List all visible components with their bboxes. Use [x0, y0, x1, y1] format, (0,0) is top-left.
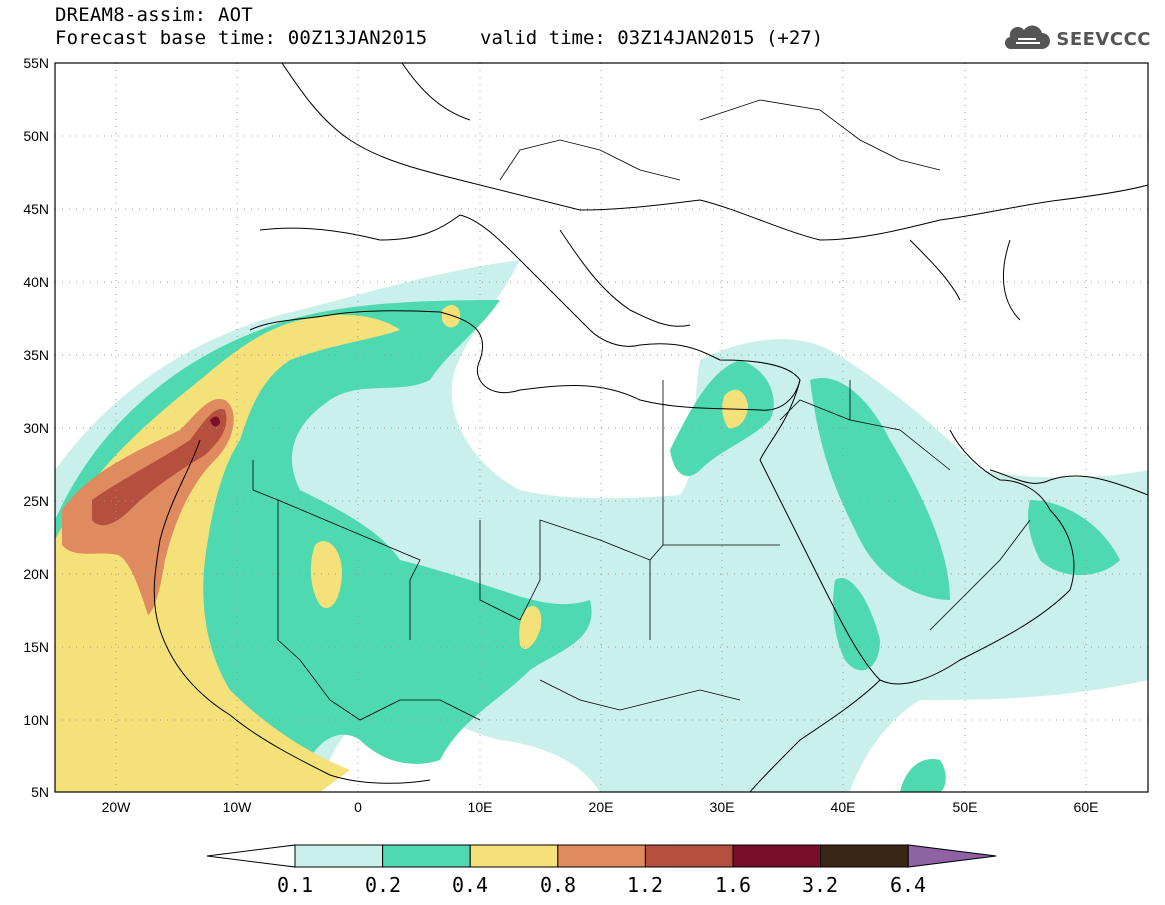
aot-field — [55, 260, 1148, 792]
lat-label: 20N — [23, 566, 49, 582]
aot-band-0.1 — [736, 609, 800, 720]
latitude-axis: 55N 50N 45N 40N 35N 30N 25N 20N 15N 10N … — [23, 55, 49, 800]
map-frame — [54, 62, 1149, 793]
map-title: DREAM8-assim: AOT — [55, 4, 253, 26]
aot-band-0.4 — [55, 314, 400, 792]
colorbar-segment — [820, 844, 909, 868]
valid-time: valid time: 03Z14JAN2015 (+27) — [480, 27, 824, 49]
seevccc-logo: SEEVCCC — [1002, 24, 1151, 54]
lat-label: 55N — [23, 55, 49, 71]
aot-band-0.2 — [833, 578, 880, 671]
colorbar-segment — [294, 844, 384, 868]
aot-band-0.4 — [519, 606, 542, 650]
logo-text: SEEVCCC — [1056, 28, 1151, 50]
colorbar-segment — [382, 844, 471, 868]
map-grid — [55, 63, 1148, 792]
colorbar-label: 0.8 — [540, 873, 576, 897]
lat-label: 50N — [23, 128, 49, 144]
lon-label: 50E — [953, 799, 978, 815]
longitude-axis: 20W 10W 0 10E 20E 30E 40E 50E 60E — [102, 799, 1099, 815]
colorbar-segment — [907, 844, 997, 868]
lon-label: 30E — [710, 799, 735, 815]
aot-band-0.2 — [810, 378, 950, 600]
lat-label: 40N — [23, 274, 49, 290]
colorbar-segment — [206, 844, 296, 868]
aot-band-0.2 — [900, 759, 946, 792]
aot-band-0.4 — [442, 305, 461, 328]
colorbar-label: 0.4 — [452, 873, 488, 897]
aot-band-1.6 — [210, 416, 220, 427]
colorbar-segment — [557, 844, 646, 868]
aot-band-0.2 — [1028, 500, 1120, 575]
country-borders — [252, 99, 1031, 721]
cloud-icon — [1005, 25, 1051, 50]
forecast-base-time: Forecast base time: 00Z13JAN2015 — [55, 27, 428, 49]
lon-label: 20E — [589, 799, 614, 815]
lon-label: 60E — [1074, 799, 1099, 815]
lon-label: 20W — [102, 799, 132, 815]
colorbar-segment — [469, 844, 559, 868]
colorbar-labels: 0.1 0.2 0.4 0.8 1.2 1.6 3.2 6.4 — [277, 873, 926, 897]
coastlines — [153, 63, 1148, 792]
lat-label: 15N — [23, 639, 49, 655]
lat-label: 35N — [23, 347, 49, 363]
colorbar-segment — [732, 844, 822, 868]
lon-label: 10E — [468, 799, 493, 815]
lat-label: 45N — [23, 201, 49, 217]
colorbar-label: 6.4 — [890, 873, 926, 897]
colorbar-label: 1.6 — [715, 873, 751, 897]
aot-band-0.2 — [200, 500, 392, 660]
colorbar-label: 0.1 — [277, 873, 313, 897]
lat-label: 30N — [23, 420, 49, 436]
aot-band-0.2 — [670, 360, 774, 476]
aot-band-1.2 — [92, 409, 227, 526]
lon-label: 10W — [223, 799, 253, 815]
aot-band-0.4 — [310, 541, 342, 609]
colorbar — [206, 844, 997, 868]
colorbar-label: 1.2 — [627, 873, 663, 897]
lat-label: 25N — [23, 493, 49, 509]
lon-label: 0 — [354, 799, 362, 815]
colorbar-label: 0.2 — [365, 873, 401, 897]
colorbar-segment — [644, 844, 734, 868]
lat-label: 5N — [31, 784, 49, 800]
colorbar-label: 3.2 — [802, 873, 838, 897]
lon-label: 40E — [831, 799, 856, 815]
lat-label: 10N — [23, 712, 49, 728]
